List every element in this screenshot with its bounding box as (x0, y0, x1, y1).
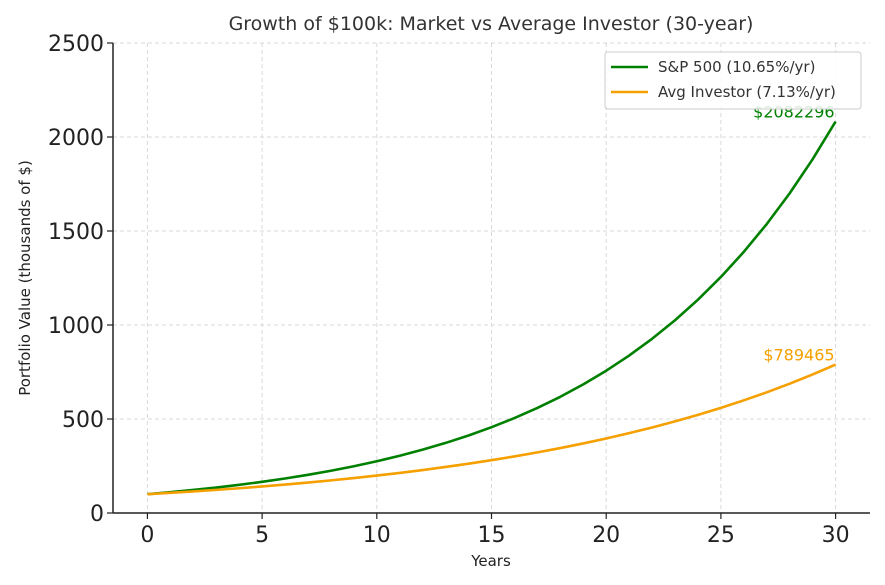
x-tick-label: 30 (822, 523, 850, 548)
series-layer (147, 120, 837, 496)
legend-frame (604, 51, 862, 110)
legend-label-0: S&P 500 (10.65%/yr) (658, 58, 815, 76)
x-axis-label: Years (470, 552, 511, 570)
end-value-label-1: $789465 (763, 346, 834, 365)
x-tick-label: 10 (363, 523, 391, 548)
series-line-0 (147, 120, 837, 496)
chart-title: Growth of $100k: Market vs Average Inves… (229, 13, 754, 35)
y-tick-label: 2500 (48, 32, 104, 57)
x-tick-label: 5 (255, 523, 269, 548)
legend-label-1: Avg Investor (7.13%/yr) (658, 83, 836, 101)
y-tick-label: 1000 (48, 314, 104, 339)
y-tick-label: 1500 (48, 220, 104, 245)
grid (113, 42, 870, 514)
y-axis-label: Portfolio Value (thousands of $) (16, 160, 34, 396)
legend: S&P 500 (10.65%/yr) Avg Investor (7.13%/y… (604, 51, 862, 110)
x-tick-label: 15 (478, 523, 506, 548)
y-tick-label: 2000 (48, 126, 104, 151)
x-tick-label: 25 (707, 523, 735, 548)
series-line-1 (147, 363, 837, 496)
x-tick-label: 0 (140, 523, 154, 548)
ticks: 0 5 10 15 20 25 30 0 500 1000 1500 2000 2500 (48, 32, 850, 548)
x-tick-label: 20 (592, 523, 620, 548)
y-tick-label: 500 (62, 408, 104, 433)
y-tick-label: 0 (90, 502, 104, 527)
